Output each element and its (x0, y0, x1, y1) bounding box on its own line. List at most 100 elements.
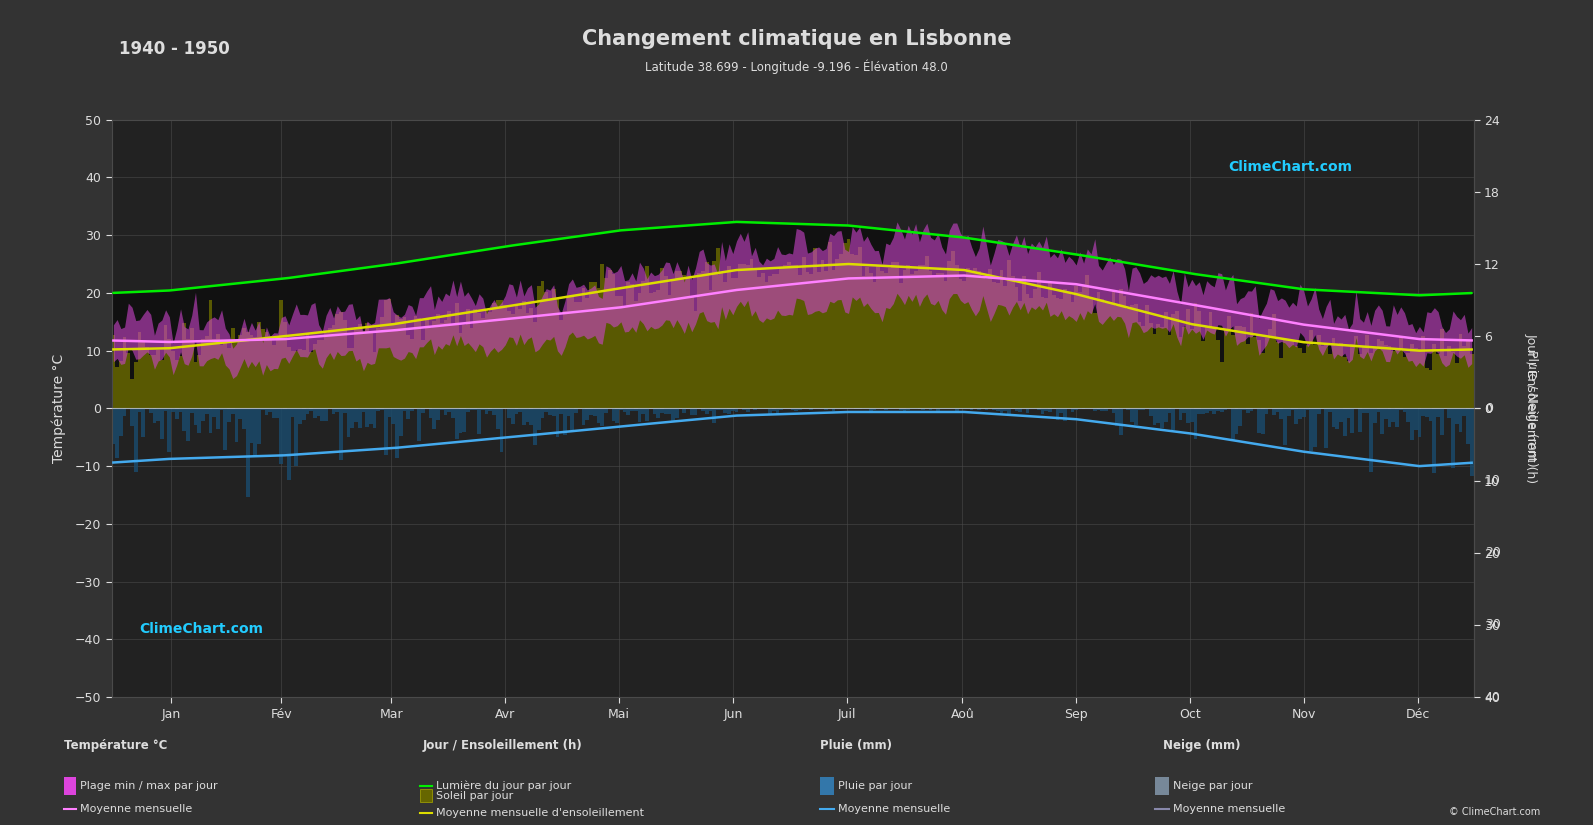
Bar (478, 251, 481, 408)
Text: Changement climatique en Lisbonne: Changement climatique en Lisbonne (581, 29, 1012, 49)
Bar (467, 252, 470, 408)
Bar (1418, 408, 1421, 436)
Bar (1354, 336, 1357, 408)
Bar (440, 257, 443, 408)
Bar (898, 283, 903, 408)
Bar (637, 408, 642, 422)
Bar (134, 408, 137, 472)
Bar (231, 328, 234, 408)
Bar (492, 303, 495, 408)
Bar (601, 233, 604, 408)
Bar (970, 408, 973, 411)
Bar (634, 408, 637, 411)
Bar (1426, 368, 1429, 408)
Bar (728, 266, 731, 408)
Bar (250, 282, 253, 408)
Bar (862, 227, 865, 408)
Bar (1440, 295, 1443, 408)
Bar (1351, 292, 1354, 408)
Bar (712, 261, 715, 408)
Bar (895, 230, 898, 408)
Bar (750, 223, 753, 408)
Bar (1376, 339, 1380, 408)
Bar (342, 408, 347, 413)
Bar (1023, 276, 1026, 408)
Bar (365, 408, 370, 427)
Bar (656, 290, 660, 408)
Bar (1249, 408, 1254, 411)
Bar (937, 408, 940, 411)
Bar (1137, 408, 1142, 411)
Bar (481, 408, 484, 409)
Bar (1004, 408, 1007, 412)
Bar (1340, 408, 1343, 422)
Bar (1115, 408, 1118, 426)
Bar (870, 408, 873, 412)
Bar (620, 295, 623, 408)
Bar (336, 314, 339, 408)
Bar (1187, 408, 1190, 422)
Bar (459, 408, 462, 433)
Bar (478, 408, 481, 434)
Bar (937, 273, 940, 408)
Bar (1082, 284, 1085, 408)
Bar (712, 224, 715, 408)
Bar (287, 408, 290, 480)
Bar (186, 289, 190, 408)
Bar (1454, 408, 1459, 424)
Bar (1265, 408, 1268, 414)
Bar (1198, 275, 1201, 408)
Bar (159, 360, 164, 408)
Bar (409, 262, 414, 408)
Bar (1384, 294, 1388, 408)
Bar (846, 239, 851, 408)
Bar (664, 227, 667, 408)
Bar (112, 293, 115, 408)
Bar (884, 273, 887, 408)
Bar (153, 408, 156, 423)
Bar (387, 299, 392, 408)
Bar (331, 326, 336, 408)
Bar (1045, 299, 1048, 408)
Bar (511, 408, 515, 424)
Bar (609, 408, 612, 409)
Bar (667, 295, 671, 408)
Bar (392, 408, 395, 424)
Bar (515, 408, 518, 414)
Bar (284, 408, 287, 454)
Bar (578, 302, 581, 408)
Bar (503, 305, 507, 408)
Bar (1462, 408, 1466, 416)
Bar (1391, 351, 1395, 408)
Bar (545, 292, 548, 408)
Bar (159, 290, 164, 408)
Bar (567, 408, 570, 416)
Bar (1301, 290, 1306, 408)
Bar (1145, 305, 1149, 408)
Bar (698, 224, 701, 408)
Bar (1082, 256, 1085, 408)
Bar (309, 351, 312, 408)
Bar (164, 408, 167, 412)
Bar (376, 328, 381, 408)
Bar (1395, 408, 1399, 427)
Bar (409, 408, 414, 412)
Bar (712, 408, 715, 422)
Bar (470, 328, 473, 408)
Bar (1023, 247, 1026, 408)
Bar (183, 408, 186, 431)
Bar (462, 253, 467, 408)
Bar (1118, 290, 1123, 408)
Bar (1045, 408, 1048, 412)
Bar (776, 274, 779, 408)
Bar (1074, 286, 1078, 408)
Bar (1384, 345, 1388, 408)
Bar (373, 352, 376, 408)
Bar (142, 408, 145, 437)
Bar (1123, 295, 1126, 408)
Bar (395, 263, 398, 408)
Bar (194, 288, 198, 408)
Bar (709, 290, 712, 408)
Bar (761, 408, 765, 409)
Bar (1432, 344, 1437, 408)
